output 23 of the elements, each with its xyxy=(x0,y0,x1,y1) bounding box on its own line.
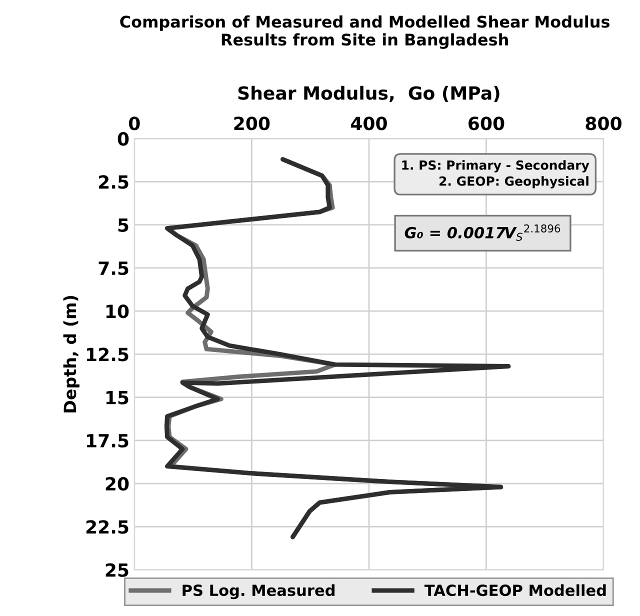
chart-title: Comparison of Measured and Modelled Shear Modulus Results from Site in Bangladesh xyxy=(120,15,610,49)
x-tick-label: 600 xyxy=(468,116,504,130)
y-tick-label: 15 xyxy=(106,391,128,404)
x-tick-label: 200 xyxy=(234,116,270,130)
y-tick-label: 7.5 xyxy=(98,262,128,276)
y-tick-label: 17.5 xyxy=(87,434,128,448)
x-tick-label: 800 xyxy=(586,116,622,130)
legend-label: TACH-GEOP Modelled xyxy=(424,584,606,596)
y-tick-label: 2.5 xyxy=(98,175,128,189)
y-tick-label: 5 xyxy=(118,218,128,232)
legend-label: PS Log. Measured xyxy=(182,584,334,600)
y-axis-title: Depth, d (m) xyxy=(63,296,80,412)
y-tick-label: 12.5 xyxy=(87,348,128,362)
x-axis-title: Shear Modulus, Go (MPa) xyxy=(238,86,500,102)
y-tick-label: 22.5 xyxy=(86,520,128,534)
y-tick-label: 0 xyxy=(118,132,129,146)
y-tick-label: 10 xyxy=(106,304,129,318)
y-tick-label: 25 xyxy=(106,563,128,577)
y-tick-label: 20 xyxy=(106,477,129,491)
x-tick-label: 0 xyxy=(128,116,140,130)
x-tick-label: 400 xyxy=(350,116,387,130)
annotation: 1. PS: Primary - Secondary 2. GEOP: Geophysical xyxy=(402,160,590,188)
annotation: G₀ = 0.0017V$_{S}$$^{2.1896}$ xyxy=(404,224,560,241)
